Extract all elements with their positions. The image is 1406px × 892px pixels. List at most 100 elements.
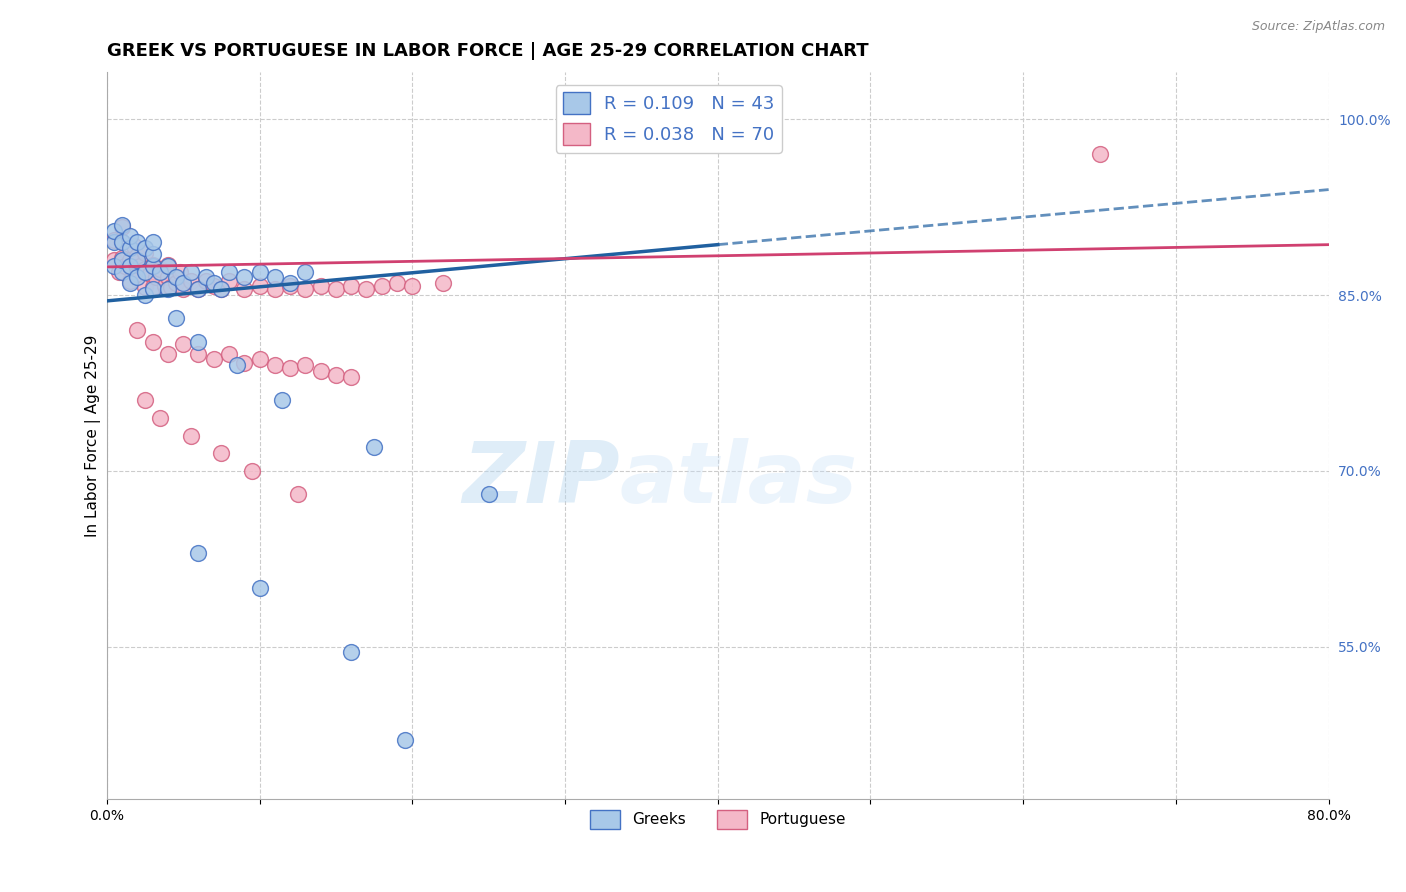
Point [172, 337, 194, 351]
Point [187, 334, 209, 349]
Point [118, 229, 141, 244]
Point [325, 282, 347, 296]
Point [294, 282, 316, 296]
Point [127, 323, 149, 337]
Point [278, 277, 301, 291]
Point [165, 311, 187, 326]
Point [138, 267, 160, 281]
Point [263, 270, 285, 285]
Point [202, 278, 225, 293]
Point [156, 258, 179, 272]
Point [118, 241, 141, 255]
Point [145, 270, 167, 285]
Point [156, 259, 179, 273]
Point [134, 241, 156, 255]
Point [149, 264, 172, 278]
Point [172, 282, 194, 296]
Point [233, 282, 256, 296]
Point [169, 264, 191, 278]
Point [363, 441, 385, 455]
Point [165, 270, 187, 285]
Point [134, 393, 156, 408]
Point [249, 581, 271, 595]
Y-axis label: In Labor Force | Age 25-29: In Labor Force | Age 25-29 [86, 334, 101, 537]
Point [287, 487, 309, 501]
Point [1088, 147, 1111, 161]
Point [340, 278, 363, 293]
Point [195, 274, 218, 288]
Point [356, 282, 378, 296]
Point [478, 487, 501, 501]
Point [108, 264, 131, 278]
Point [209, 282, 232, 296]
Point [111, 264, 134, 278]
Point [180, 264, 202, 278]
Point [340, 370, 363, 384]
Point [142, 235, 165, 250]
Point [278, 360, 301, 375]
Point [118, 259, 141, 273]
Point [111, 235, 134, 250]
Point [127, 270, 149, 285]
Point [103, 252, 125, 267]
Point [172, 277, 194, 291]
Point [142, 282, 165, 296]
Point [149, 411, 172, 425]
Point [124, 239, 146, 253]
Point [111, 235, 134, 250]
Point [240, 464, 263, 478]
Point [142, 259, 165, 273]
Point [127, 252, 149, 267]
Point [225, 359, 247, 373]
Point [118, 277, 141, 291]
Point [134, 280, 156, 294]
Point [134, 288, 156, 302]
Point [149, 262, 172, 277]
Text: Source: ZipAtlas.com: Source: ZipAtlas.com [1251, 20, 1385, 33]
Point [218, 264, 240, 278]
Point [103, 259, 125, 273]
Text: ZIP: ZIP [463, 438, 620, 521]
Point [103, 233, 125, 247]
Point [160, 280, 183, 294]
Point [180, 428, 202, 442]
Point [432, 277, 454, 291]
Point [118, 252, 141, 267]
Point [218, 274, 240, 288]
Point [165, 277, 187, 291]
Point [118, 274, 141, 288]
Point [233, 356, 256, 370]
Point [187, 546, 209, 560]
Point [134, 245, 156, 260]
Point [233, 270, 256, 285]
Point [180, 274, 202, 288]
Legend: Greeks, Portuguese: Greeks, Portuguese [583, 804, 852, 835]
Point [263, 359, 285, 373]
Point [129, 259, 152, 273]
Point [340, 645, 363, 659]
Point [187, 346, 209, 360]
Point [385, 277, 408, 291]
Point [127, 249, 149, 263]
Point [294, 359, 316, 373]
Point [218, 346, 240, 360]
Text: GREEK VS PORTUGUESE IN LABOR FORCE | AGE 25-29 CORRELATION CHART: GREEK VS PORTUGUESE IN LABOR FORCE | AGE… [107, 42, 869, 60]
Point [202, 277, 225, 291]
Point [195, 270, 218, 285]
Point [187, 282, 209, 296]
Point [111, 252, 134, 267]
Point [111, 218, 134, 232]
Point [142, 258, 165, 272]
Point [209, 282, 232, 296]
Point [111, 220, 134, 235]
Point [142, 247, 165, 261]
Point [103, 224, 125, 238]
Point [271, 393, 294, 408]
Point [309, 278, 332, 293]
Point [371, 278, 394, 293]
Point [142, 280, 165, 294]
Point [309, 364, 332, 378]
Point [142, 334, 165, 349]
Point [103, 235, 125, 250]
Point [153, 278, 176, 293]
